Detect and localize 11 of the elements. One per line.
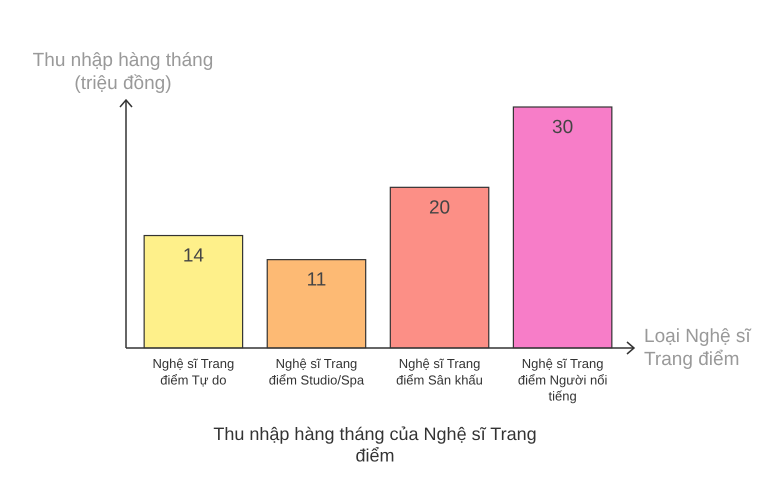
x-tick-label: Nghệ sĩ Trang điểm Người nổi tiếng	[518, 356, 608, 404]
x-tick-label: Nghệ sĩ Trang điểm Studio/Spa	[268, 356, 365, 388]
text: Thu nhập hàng tháng của Nghệ sĩ Trang điểm	[213, 424, 537, 466]
x-tick-label: Nghệ sĩ Trang điểm Tự do	[152, 356, 234, 388]
data-label: 20	[428, 197, 450, 218]
data-label: 11	[306, 270, 326, 291]
x-tick-label: Nghệ sĩ Trang điểm Sân khấu	[396, 356, 483, 388]
data-label: 14	[182, 246, 204, 267]
x-axis-title: Loại Nghệ sĩ Trang điểm	[644, 326, 752, 370]
y-axis-title: Thu nhập hàng tháng (triệu đồng)	[32, 50, 214, 94]
data-label: 30	[552, 117, 574, 138]
